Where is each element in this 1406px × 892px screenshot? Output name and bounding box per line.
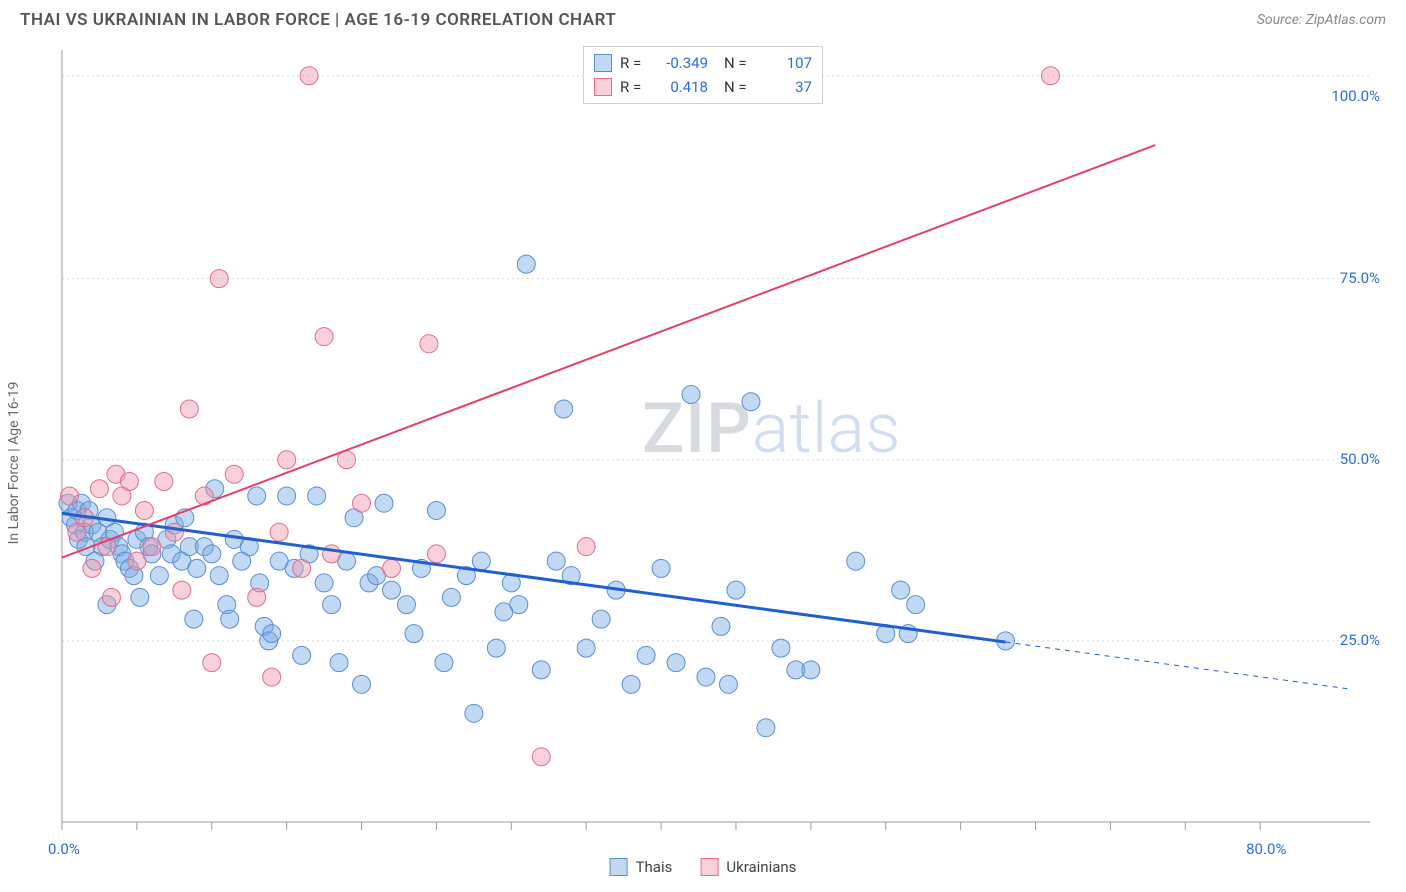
series-legend: Thais Ukrainians <box>610 858 797 876</box>
r-label: R = <box>620 51 644 75</box>
n-label: N = <box>724 51 748 75</box>
legend-swatch <box>594 78 612 96</box>
correlation-legend-row: R = -0.349 N = 107 <box>594 51 812 75</box>
correlation-legend-row: R = 0.418 N = 37 <box>594 75 812 99</box>
legend-swatch <box>610 858 628 876</box>
correlation-legend: R = -0.349 N = 107 R = 0.418 N = 37 <box>583 46 823 104</box>
chart-header: THAI VS UKRAINIAN IN LABOR FORCE | AGE 1… <box>0 0 1406 36</box>
y-tick-label: 25.0% <box>1340 631 1380 649</box>
series-legend-item: Ukrainians <box>700 858 796 876</box>
chart-title: THAI VS UKRAINIAN IN LABOR FORCE | AGE 1… <box>20 10 616 30</box>
x-tick-label: 0.0% <box>48 840 80 858</box>
series-name: Ukrainians <box>726 858 796 876</box>
scatter-chart-svg <box>20 44 1386 882</box>
r-label: R = <box>620 75 644 99</box>
chart-area: In Labor Force | Age 16-19 ZIPatlas R =-… <box>20 44 1386 882</box>
y-tick-label: 100.0% <box>1331 87 1380 105</box>
y-axis-label: In Labor Force | Age 16-19 <box>6 382 22 545</box>
r-value: -0.349 <box>652 51 708 75</box>
n-value: 107 <box>756 51 812 75</box>
n-label: N = <box>724 75 748 99</box>
n-value: 37 <box>756 75 812 99</box>
x-tick-label: 80.0% <box>1246 840 1286 858</box>
y-tick-label: 75.0% <box>1340 269 1380 287</box>
legend-swatch <box>594 54 612 72</box>
series-name: Thais <box>636 858 673 876</box>
chart-source: Source: ZipAtlas.com <box>1257 12 1386 28</box>
legend-swatch <box>700 858 718 876</box>
y-tick-label: 50.0% <box>1340 450 1380 468</box>
r-value: 0.418 <box>652 75 708 99</box>
series-legend-item: Thais <box>610 858 673 876</box>
